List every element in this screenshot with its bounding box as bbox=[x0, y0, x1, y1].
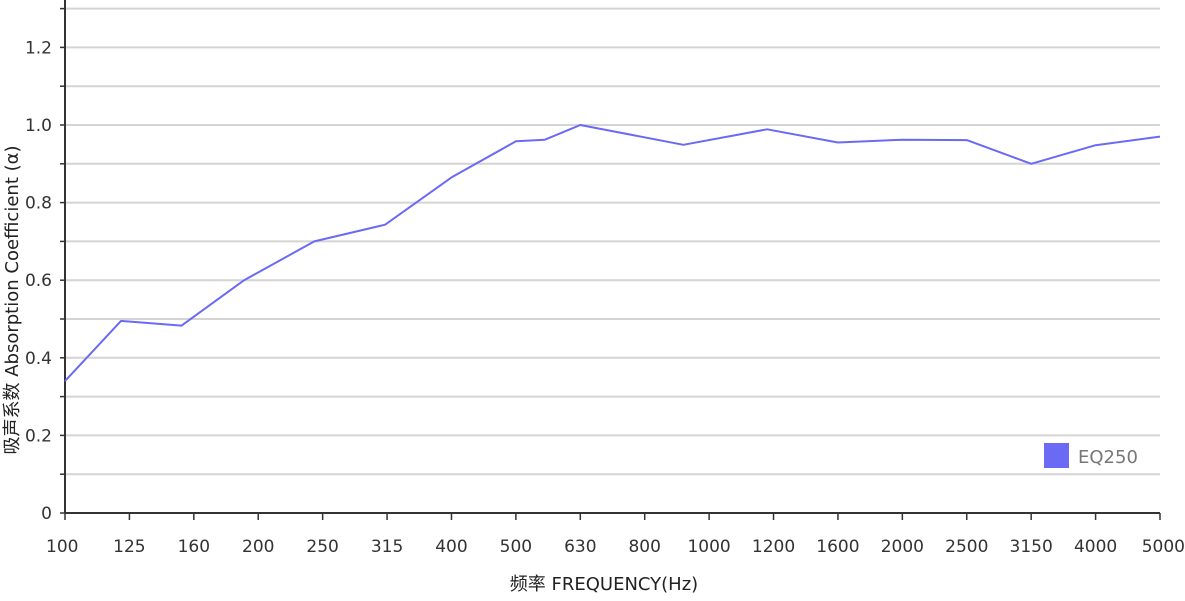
y-tick-label: 0.4 bbox=[25, 349, 52, 369]
x-tick-label: 1200 bbox=[752, 537, 795, 557]
x-tick-label: 3150 bbox=[1010, 537, 1053, 557]
y-tick-label: 0.6 bbox=[25, 271, 52, 291]
series-line-eq250 bbox=[64, 124, 1161, 382]
x-tick-label: 2500 bbox=[945, 537, 988, 557]
x-tick-label: 125 bbox=[113, 537, 145, 557]
x-axis-title: 频率 FREQUENCY(Hz) bbox=[510, 574, 698, 595]
x-tick-label: 2000 bbox=[881, 537, 924, 557]
y-axis-title: 吸声系数 Absorption Coefficient (α) bbox=[2, 145, 23, 454]
x-tick-label: 5000 bbox=[1142, 537, 1185, 557]
x-tick-label: 800 bbox=[628, 537, 660, 557]
x-tick-label: 500 bbox=[500, 537, 532, 557]
y-tick-label: 0 bbox=[41, 504, 52, 524]
y-tick-label: 1.0 bbox=[25, 116, 52, 136]
legend-swatch bbox=[1044, 443, 1069, 468]
x-tick-label: 250 bbox=[306, 537, 338, 557]
x-tick-label: 315 bbox=[371, 537, 403, 557]
x-tick-label: 400 bbox=[435, 537, 467, 557]
legend: EQ250 bbox=[1044, 443, 1138, 468]
x-tick-label: 4000 bbox=[1074, 537, 1117, 557]
axis-layer bbox=[60, 0, 1161, 520]
legend-label: EQ250 bbox=[1078, 447, 1138, 468]
x-tick-label: 200 bbox=[242, 537, 274, 557]
x-tick-label: 100 bbox=[46, 537, 78, 557]
grid-layer bbox=[65, 7, 1160, 476]
series-layer bbox=[64, 124, 1161, 382]
label-layer: 0 0.2 0.4 0.6 0.8 1.0 1.2 100 125 160 200 250 315 400… bbox=[2, 38, 1185, 595]
y-tick-label: 1.2 bbox=[25, 38, 52, 58]
y-tick-label: 0.2 bbox=[25, 426, 52, 446]
y-tick-label: 0.8 bbox=[25, 194, 52, 214]
x-tick-label: 1000 bbox=[687, 537, 730, 557]
x-tick-label: 1600 bbox=[816, 537, 859, 557]
x-tick-label: 160 bbox=[178, 537, 210, 557]
x-tick-label: 630 bbox=[564, 537, 596, 557]
